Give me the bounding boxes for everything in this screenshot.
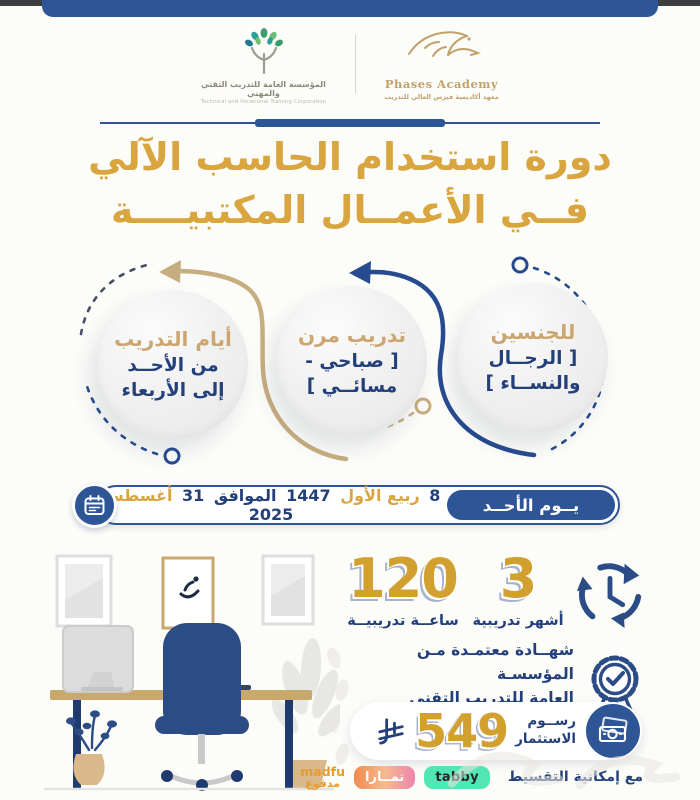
tvtc-logo: المؤسسة العامة للتدريب التقني والمهني Te…	[199, 26, 329, 105]
laurel-decoration	[325, 647, 349, 765]
feature-line: من الأحــد	[127, 355, 219, 377]
riyal-wrap	[378, 716, 404, 750]
stat-hours: 120 ساعــة تدريبيــة	[338, 547, 468, 630]
price-value: 549	[415, 704, 509, 758]
flow-arrows-decoration	[79, 256, 606, 465]
day-badge: يــوم الأحــد	[447, 490, 615, 520]
tvtc-name-english: Technical and Vocational Training Corpor…	[200, 99, 327, 105]
feature-flexible-training: تدريب مرن [ صباحي - مسائــي ]	[277, 286, 427, 436]
money-circle	[586, 704, 640, 758]
feature-line: إلى الأربعاء	[121, 379, 225, 401]
office-desk-illustration	[43, 554, 340, 791]
stat-months-value: 3	[499, 547, 538, 610]
tamara-logo: تمــارا	[354, 765, 416, 789]
calendar-icon	[84, 495, 105, 515]
feature-line: [ صباحي -	[305, 351, 399, 373]
feature-training-days: أيام التدريب من الأحــد إلى الأربعاء	[98, 290, 248, 440]
calendar-badge	[72, 483, 117, 528]
tvtc-name-arabic: المؤسسة العامة للتدريب التقني والمهني	[201, 80, 326, 98]
top-navy-bar	[42, 0, 658, 17]
price-pill: رســوم الاستثمار 549	[350, 702, 642, 760]
clock-cycle-icon	[576, 563, 642, 629]
course-title-line1: دورة استخدام الحاسب الآلي	[88, 135, 612, 179]
logo-divider	[354, 35, 356, 93]
tvtc-tree-icon	[244, 28, 283, 75]
framed-logo-mark	[161, 556, 215, 630]
feature-bubbles-section: للجنسين [ الرجــال والنســاء ] تدريب مرن…	[0, 250, 700, 468]
feature-genders: للجنسين [ الرجــال والنســاء ]	[458, 283, 608, 433]
feature-heading: أيام التدريب	[114, 327, 232, 352]
stat-months: 3 أشهر تدريبية	[472, 547, 564, 630]
installment-label: مع إمكانية التقسيط	[507, 769, 643, 786]
feature-heading: تدريب مرن	[297, 323, 407, 348]
logo-header: المؤسسة العامة للتدريب التقني والمهني Te…	[0, 26, 700, 105]
madfu-logo: madfu مدفوع	[300, 764, 345, 791]
riyal-symbol-icon	[378, 718, 404, 745]
feature-line: [ الرجــال	[488, 348, 578, 370]
date-pill: يــوم الأحــد 8 ربيع الأول 1447 الموافق …	[96, 485, 620, 525]
phases-name-arabic: معهد أكاديمية فيزس العالي للتدريب	[384, 93, 499, 101]
installment-row: مع إمكانية التقسيط tabby تمــارا madfu م…	[300, 765, 643, 790]
certificate-line1: شهــادة معتمـدة مـن المؤسسـة	[416, 641, 574, 684]
stat-hours-label: ساعــة تدريبيــة	[347, 613, 459, 629]
price-label: رســوم الاستثمار	[515, 713, 576, 747]
phases-name-english: Phases Academy	[384, 77, 499, 91]
stat-hours-value: 120	[348, 547, 459, 610]
clock-wrap	[568, 552, 648, 630]
feature-line: مسائــي ]	[306, 375, 398, 397]
feature-line: والنســاء ]	[485, 372, 581, 394]
stat-months-label: أشهر تدريبية	[472, 613, 564, 629]
course-title: دورة استخدام الحاسب الآلي فــي الأعمــال…	[0, 131, 700, 237]
money-banknote-icon	[598, 716, 628, 743]
schedule-bar: يــوم الأحــد 8 ربيع الأول 1447 الموافق …	[0, 483, 700, 531]
tabby-logo: tabby	[424, 765, 490, 789]
course-date: 8 ربيع الأول 1447 الموافق 31 أغسطس 2025	[101, 486, 441, 524]
phases-bird-icon	[407, 31, 481, 57]
feature-heading: للجنسين	[490, 320, 576, 345]
course-title-line2: فــي الأعمــال المكتبيــــة	[110, 188, 590, 233]
phases-academy-logo: Phases Academy معهد أكاديمية فيزس العالي…	[382, 26, 502, 101]
header-rule	[100, 118, 600, 127]
stats-row: 3 أشهر تدريبية 120 ساعــة تدريبيــة	[338, 552, 648, 630]
